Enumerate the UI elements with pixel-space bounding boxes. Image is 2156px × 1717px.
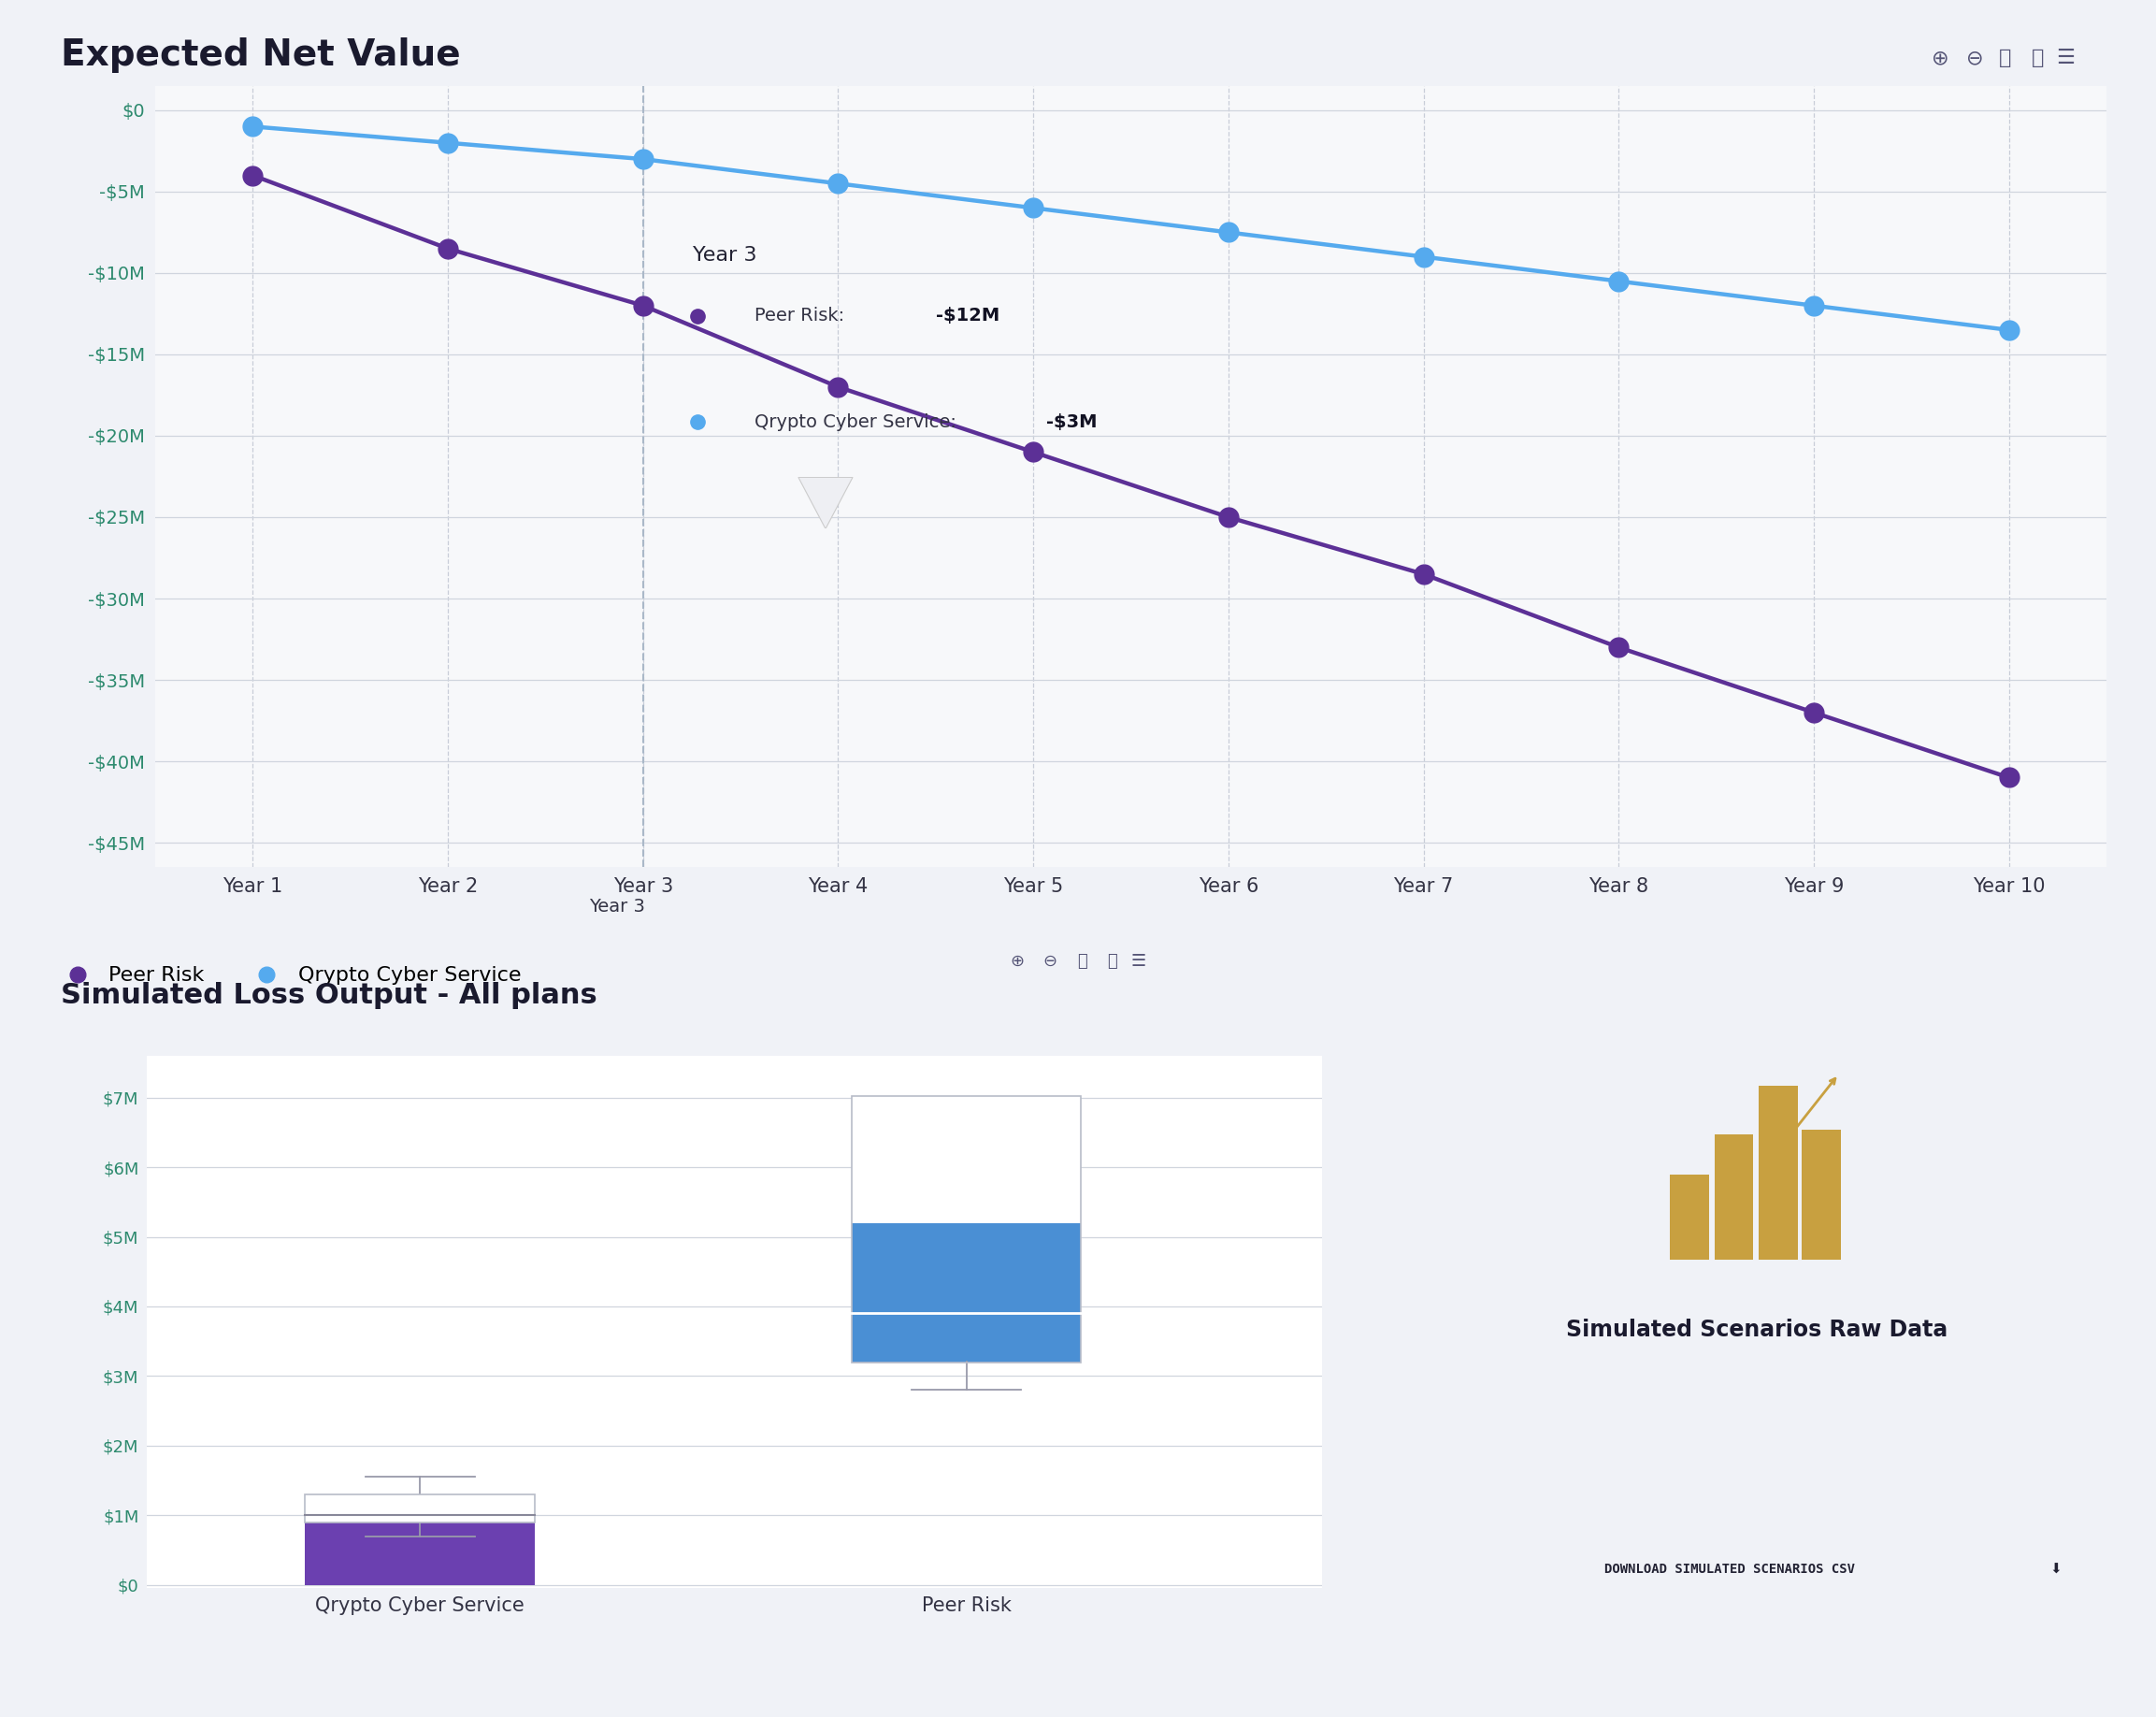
Text: DOWNLOAD SIMULATED SCENARIOS CSV: DOWNLOAD SIMULATED SCENARIOS CSV [1604, 1562, 1854, 1576]
Bar [1714, 1135, 1753, 1259]
Text: ⬇: ⬇ [2050, 1562, 2061, 1576]
Bar [852, 1223, 1080, 1362]
Text: 🔍: 🔍 [1078, 953, 1087, 970]
Text: -$3M: -$3M [1046, 414, 1097, 431]
Polygon shape [798, 477, 852, 529]
Text: ⊖: ⊖ [1966, 50, 1984, 67]
Bar [306, 1514, 535, 1585]
Bar [1759, 1085, 1798, 1259]
Text: ⊖: ⊖ [1044, 953, 1056, 970]
Text: Year 3: Year 3 [589, 898, 645, 915]
Text: ⊕: ⊕ [1932, 50, 1949, 67]
Text: Expected Net Value: Expected Net Value [60, 38, 459, 74]
Text: Year 3: Year 3 [692, 246, 757, 264]
Bar [852, 1097, 1080, 1223]
Text: ☰: ☰ [2057, 50, 2074, 67]
Text: Simulated Scenarios Raw Data: Simulated Scenarios Raw Data [1565, 1319, 1949, 1341]
Text: Simulated Loss Output - All plans: Simulated Loss Output - All plans [60, 982, 597, 1010]
Legend: Peer Risk, Qrypto Cyber Service: Peer Risk, Qrypto Cyber Service [50, 958, 530, 994]
Text: ⊕: ⊕ [1011, 953, 1024, 970]
Text: 🔍: 🔍 [1999, 50, 2012, 67]
Text: ☰: ☰ [1132, 953, 1145, 970]
Bar [852, 1097, 1080, 1362]
Text: Peer Risk:: Peer Risk: [755, 307, 845, 325]
Text: -$12M: -$12M [936, 307, 1000, 325]
Text: Qrypto Cyber Service:: Qrypto Cyber Service: [755, 414, 957, 431]
Bar [306, 1494, 535, 1523]
Text: ✋: ✋ [2031, 50, 2044, 67]
Bar [1802, 1130, 1841, 1259]
Text: ✋: ✋ [1108, 953, 1117, 970]
Bar [1669, 1174, 1708, 1259]
